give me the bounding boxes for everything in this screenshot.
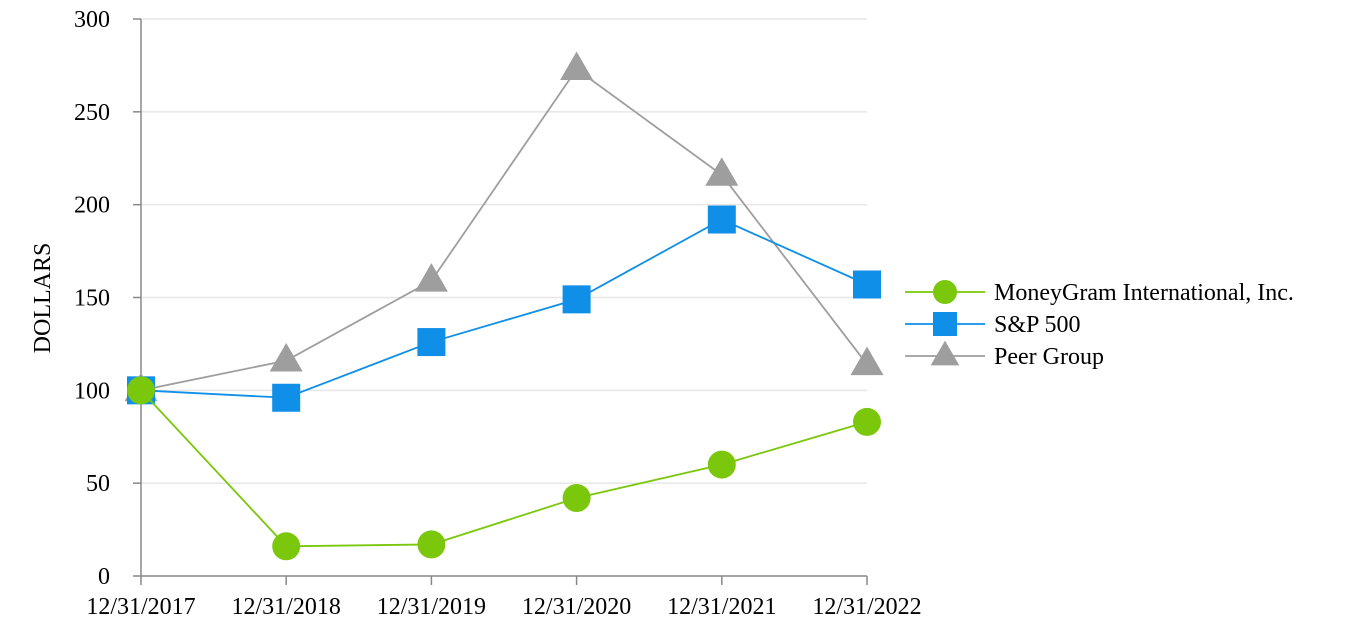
legend-marker — [933, 312, 957, 336]
data-point — [562, 285, 591, 314]
legend-marker — [930, 340, 960, 366]
series-0 — [127, 376, 881, 561]
data-point — [269, 342, 303, 372]
data-point — [272, 383, 301, 412]
legend-item: Peer Group — [905, 340, 1104, 370]
legend-label: S&P 500 — [994, 312, 1080, 338]
data-point — [417, 328, 446, 357]
legend-label: MoneyGram International, Inc. — [994, 280, 1294, 306]
data-point — [707, 450, 736, 479]
y-axis-label: DOLLARS — [30, 243, 56, 354]
data-point — [127, 376, 155, 405]
legend-label: Peer Group — [994, 344, 1104, 370]
data-point — [560, 51, 594, 80]
y-tick-label: 100 — [74, 378, 110, 404]
x-tick-label: 12/31/2022 — [812, 594, 921, 620]
data-point — [417, 530, 446, 559]
data-point — [272, 532, 301, 561]
series-line — [140, 218, 868, 399]
legend-item: MoneyGram International, Inc. — [905, 280, 1294, 306]
x-tick-label: 12/31/2018 — [232, 594, 341, 620]
y-tick-label: 200 — [74, 193, 110, 219]
x-tick-label: 12/31/2017 — [86, 594, 195, 620]
data-point — [850, 346, 884, 376]
data-point — [414, 263, 448, 292]
y-tick-label: 300 — [74, 7, 110, 33]
data-point — [705, 157, 739, 186]
legend: MoneyGram International, Inc. S&P 500 Peer… — [905, 280, 1294, 370]
legend-marker — [933, 280, 957, 304]
y-tick-labels: 0 50 100 150 200 250 300 — [74, 7, 141, 590]
series-line — [140, 67, 868, 392]
data-point — [853, 407, 881, 436]
y-tick-label: 150 — [74, 286, 110, 312]
series-2 — [124, 51, 884, 402]
y-tick-label: 250 — [74, 100, 110, 126]
legend-item: S&P 500 — [905, 312, 1080, 338]
data-point — [853, 270, 881, 299]
data-point — [562, 484, 591, 513]
gridlines — [141, 18, 867, 484]
series-layer — [124, 51, 884, 561]
y-tick-label: 50 — [86, 471, 110, 497]
x-tick-label: 12/31/2019 — [377, 594, 486, 620]
data-point — [707, 205, 736, 234]
series-line — [140, 389, 868, 548]
x-tick-label: 12/31/2020 — [522, 594, 631, 620]
x-tick-labels: 12/31/2017 12/31/2018 12/31/2019 12/31/2020… — [86, 576, 922, 620]
x-tick-label: 12/31/2021 — [667, 594, 776, 620]
y-tick-label: 0 — [98, 564, 110, 590]
